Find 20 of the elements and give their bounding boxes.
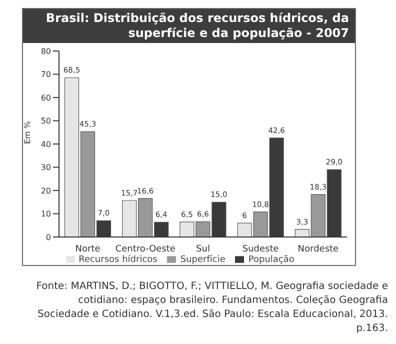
- y-tick-label: 20: [40, 186, 51, 196]
- y-tick-label: 60: [40, 93, 51, 102]
- source-note: Fonte: MARTINS, D.; BIGOTTO, F.; VITTIELLO, M. Geografia sociedade e cotidiano: espaço brasileiro. Fundamentos. Coleção Geografia Sociedade e Cotidiano. V.1,3.ed. São Paulo: Escala Educacional, 2013. p.163.: [35, 280, 388, 336]
- y-tick-label: 30: [40, 163, 51, 172]
- y-tick-label: 70: [40, 70, 51, 80]
- legend-label: Recursos hídricos: [78, 255, 158, 265]
- legend-label: População: [248, 255, 294, 265]
- x-tick-label: Sudeste: [242, 244, 280, 254]
- y-tick-label: 50: [40, 116, 51, 126]
- legend-label: Superfície: [180, 255, 226, 265]
- y-tick-label: 10: [40, 210, 51, 219]
- y-tick-label: 0: [46, 232, 51, 242]
- x-tick-label: Nordeste: [298, 244, 340, 254]
- chart-title: Brasil: Distribuição dos recursos hídricos, da superfície e da população - 2007: [23, 9, 355, 43]
- y-tick-label: 80: [40, 46, 51, 56]
- y-axis-title: Em %: [22, 120, 32, 144]
- x-tick-label: Norte: [75, 244, 101, 254]
- y-tick-label: 40: [40, 140, 51, 149]
- x-tick-label: Centro-Oeste: [115, 244, 176, 254]
- x-tick-label: Sul: [196, 244, 210, 254]
